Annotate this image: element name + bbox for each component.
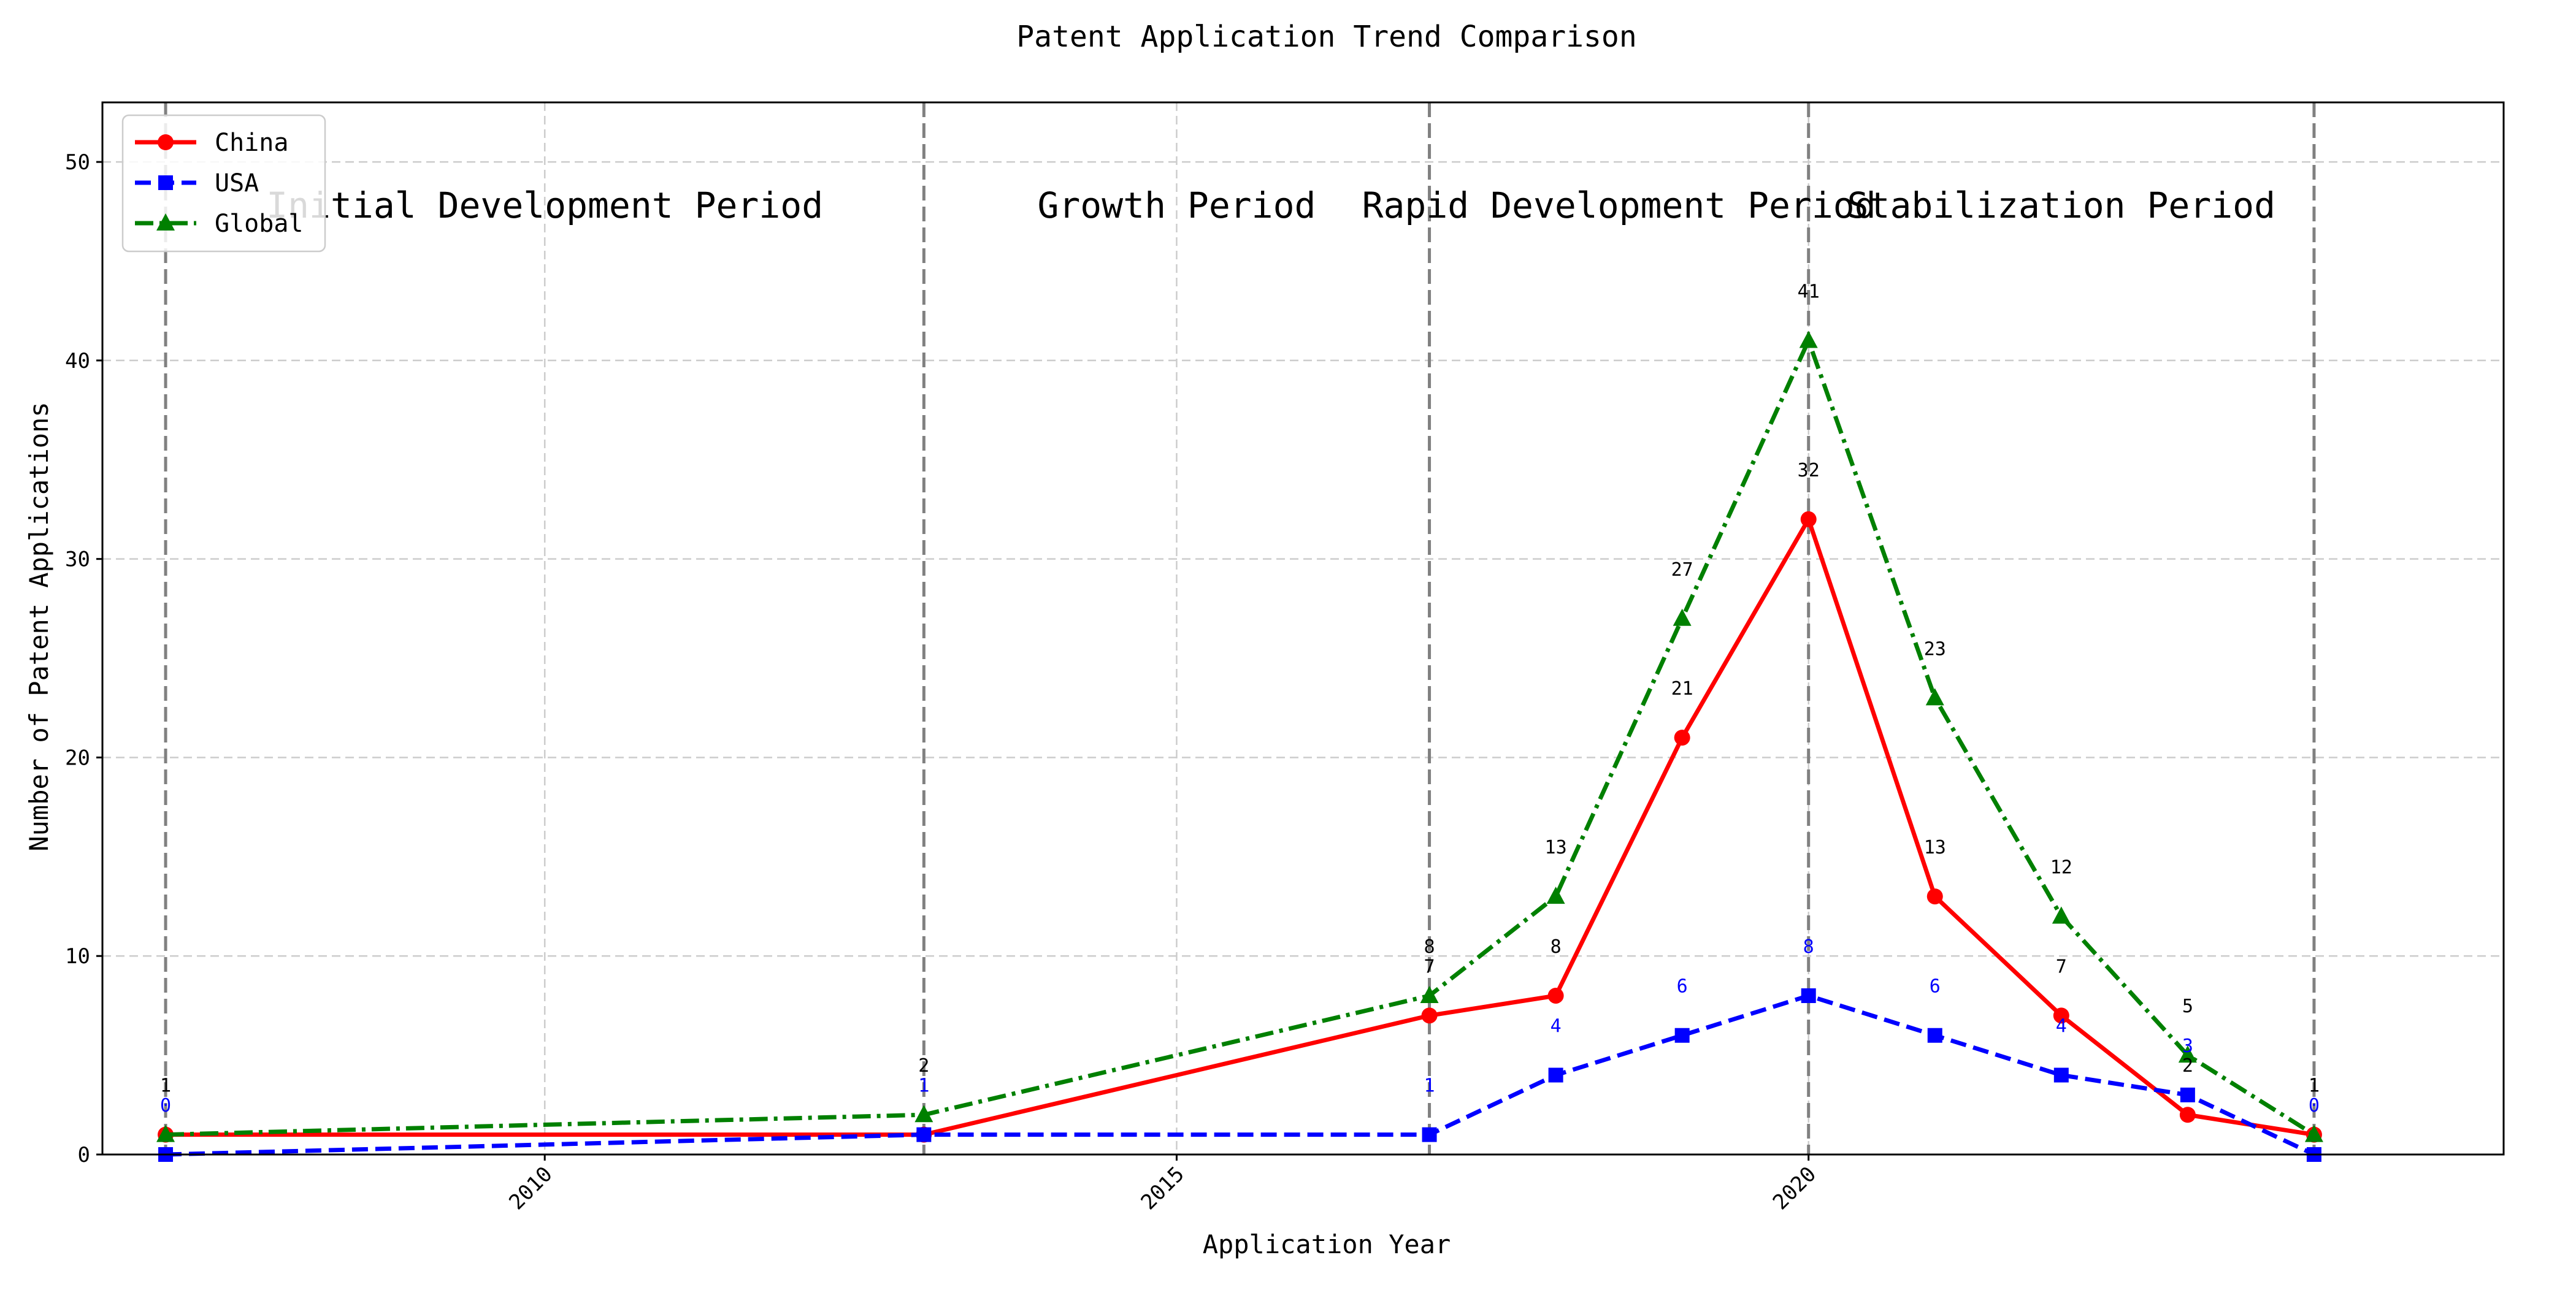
y-tick-label: 40 [65, 349, 90, 373]
data-point [1927, 888, 1943, 904]
data-label: 13 [1545, 837, 1567, 858]
data-point [1926, 688, 1944, 705]
y-tick-label: 0 [78, 1143, 90, 1167]
data-point [2054, 1067, 2069, 1082]
data-point [1801, 988, 1816, 1003]
data-point [1800, 331, 1818, 348]
y-tick-label: 30 [65, 548, 90, 572]
data-point [1675, 1028, 1690, 1043]
data-label: 8 [1803, 936, 1814, 958]
data-label: 4 [1551, 1015, 1562, 1037]
data-point [1674, 730, 1690, 746]
data-label: 1 [918, 1075, 929, 1097]
period-label: Initial Development Period [266, 185, 823, 226]
data-label: 6 [1677, 976, 1688, 998]
data-label: 7 [1424, 956, 1435, 977]
data-point [1422, 1128, 1437, 1142]
data-point [1801, 511, 1817, 527]
data-point [1673, 609, 1692, 626]
data-label: 0 [2309, 1095, 2320, 1116]
legend: China USA Global [123, 115, 325, 251]
data-labels: 11782132137210114686430128132741231251 [160, 281, 2320, 1116]
data-point [1547, 887, 1565, 904]
data-label: 8 [1424, 936, 1435, 958]
y-tick-label: 50 [65, 150, 90, 175]
data-point [1928, 1028, 1942, 1043]
data-label: 7 [2056, 956, 2067, 977]
data-label: 2 [2182, 1055, 2193, 1077]
period-label: Growth Period [1037, 185, 1316, 226]
data-label: 1 [2309, 1075, 2320, 1097]
data-label: 1 [1424, 1075, 1435, 1097]
data-label: 32 [1798, 460, 1820, 481]
data-label: 13 [1924, 837, 1946, 858]
legend-label: Global [215, 210, 304, 238]
y-tick-label: 20 [65, 746, 90, 770]
data-label: 5 [2182, 996, 2193, 1017]
data-point [158, 134, 174, 150]
data-label: 2 [918, 1055, 929, 1077]
grid [102, 102, 2504, 1155]
data-label: 6 [1930, 976, 1941, 998]
legend-label: USA [215, 169, 259, 197]
data-label: 3 [2182, 1036, 2193, 1057]
x-tick-label: 2010 [504, 1162, 557, 1215]
series-line [166, 341, 2314, 1135]
series-line [166, 996, 2314, 1155]
y-axis-label: Number of Patent Applications [24, 402, 54, 851]
period-dividers: Initial Development Period Growth Period R… [166, 102, 2314, 1155]
series-global [156, 331, 2323, 1142]
data-label: 21 [1671, 678, 1693, 700]
period-label: Rapid Development Period [1362, 185, 1876, 226]
series-china [158, 511, 2322, 1143]
data-label: 4 [2056, 1015, 2067, 1037]
data-point [2180, 1088, 2195, 1102]
data-label: 23 [1924, 638, 1946, 660]
y-tick-label: 10 [65, 944, 90, 969]
series-lines [156, 331, 2323, 1162]
data-point [1548, 988, 1564, 1004]
x-tick-label: 2020 [1768, 1162, 1821, 1215]
data-point [158, 175, 173, 190]
data-label: 8 [1551, 936, 1562, 958]
axis-ticks: 01020304050201020152020 [65, 150, 1821, 1215]
chart-title: Patent Application Trend Comparison [1016, 20, 1636, 54]
data-point [1422, 1007, 1438, 1023]
legend-label: China [215, 129, 288, 157]
data-label: 12 [2050, 857, 2072, 878]
data-label: 27 [1671, 559, 1693, 581]
plot-frame [102, 102, 2504, 1155]
period-label: Stabilization Period [1847, 185, 2275, 226]
data-label: 41 [1798, 281, 1820, 303]
data-point [916, 1128, 931, 1142]
data-label: 0 [160, 1095, 171, 1116]
data-point [1549, 1067, 1563, 1082]
x-axis-label: Application Year [1203, 1229, 1451, 1259]
data-label: 1 [160, 1075, 171, 1097]
data-point [2180, 1107, 2196, 1123]
x-tick-label: 2015 [1137, 1162, 1189, 1215]
